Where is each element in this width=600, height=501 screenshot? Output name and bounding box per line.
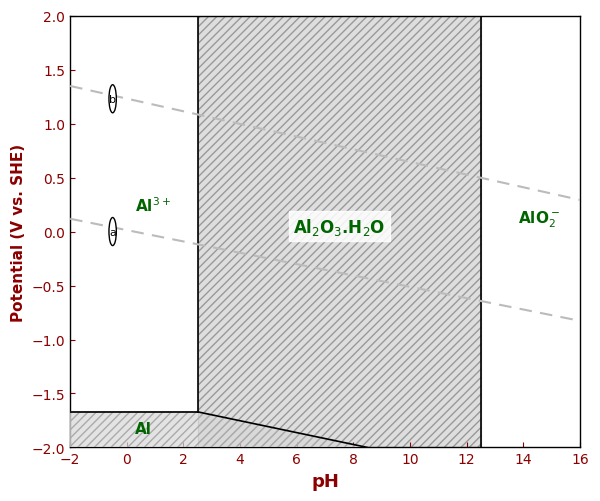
Text: AlO$_2^-$: AlO$_2^-$	[518, 209, 560, 229]
Circle shape	[109, 86, 116, 114]
X-axis label: pH: pH	[311, 472, 339, 490]
Circle shape	[109, 218, 116, 246]
Text: Al$^{3+}$: Al$^{3+}$	[136, 196, 171, 214]
Text: b: b	[109, 95, 116, 105]
Text: Al$_2$O$_3$.H$_2$O: Al$_2$O$_3$.H$_2$O	[293, 216, 385, 237]
Text: Al: Al	[136, 421, 152, 436]
Polygon shape	[70, 412, 368, 447]
Text: a: a	[109, 227, 116, 237]
Y-axis label: Potential (V vs. SHE): Potential (V vs. SHE)	[11, 143, 26, 321]
